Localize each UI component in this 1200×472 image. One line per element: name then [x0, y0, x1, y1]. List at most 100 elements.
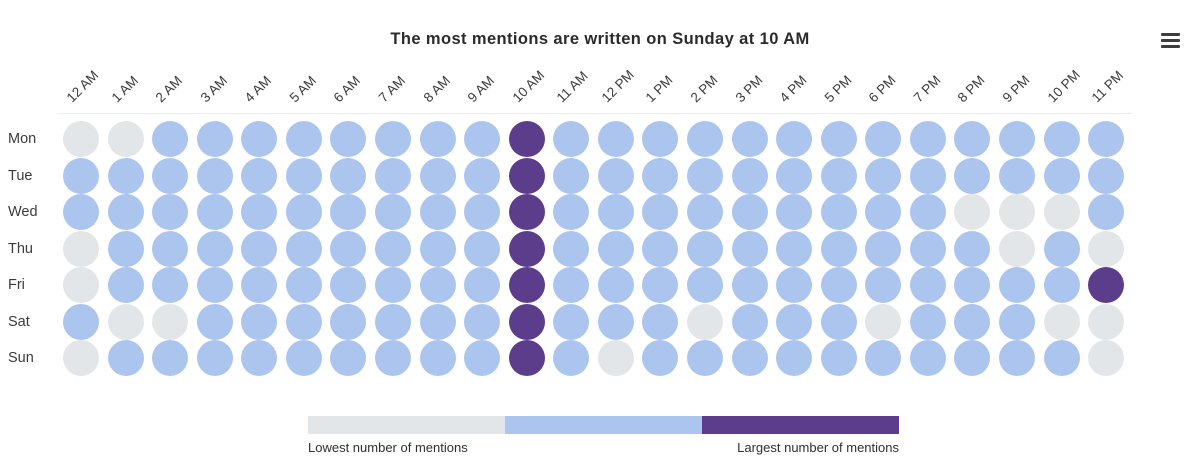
heatmap-cell-wed-3-am[interactable]	[196, 194, 233, 230]
heatmap-cell-wed-6-am[interactable]	[330, 194, 367, 230]
heatmap-cell-sat-6-am[interactable]	[330, 303, 367, 340]
heatmap-cell-thu-11-am[interactable]	[553, 230, 590, 267]
heatmap-cell-sun-6-pm[interactable]	[865, 340, 902, 376]
heatmap-cell-thu-7-pm[interactable]	[909, 230, 946, 267]
heatmap-cell-wed-7-am[interactable]	[374, 194, 411, 230]
heatmap-cell-thu-3-pm[interactable]	[731, 230, 768, 267]
heatmap-cell-sun-9-pm[interactable]	[998, 340, 1035, 376]
heatmap-cell-tue-9-am[interactable]	[464, 157, 501, 194]
heatmap-cell-fri-1-am[interactable]	[107, 267, 144, 303]
heatmap-cell-sat-12-pm[interactable]	[597, 303, 634, 340]
heatmap-cell-fri-8-pm[interactable]	[954, 267, 991, 303]
heatmap-cell-thu-1-am[interactable]	[107, 230, 144, 267]
heatmap-cell-tue-8-pm[interactable]	[954, 157, 991, 194]
heatmap-cell-fri-4-am[interactable]	[241, 267, 278, 303]
heatmap-cell-fri-7-pm[interactable]	[909, 267, 946, 303]
heatmap-cell-thu-4-pm[interactable]	[776, 230, 813, 267]
heatmap-cell-wed-7-pm[interactable]	[909, 194, 946, 230]
heatmap-cell-fri-10-am[interactable]	[508, 267, 545, 303]
heatmap-cell-tue-4-pm[interactable]	[776, 157, 813, 194]
heatmap-cell-tue-12-am[interactable]	[63, 157, 99, 194]
heatmap-cell-tue-1-am[interactable]	[107, 157, 144, 194]
heatmap-cell-tue-7-pm[interactable]	[909, 157, 946, 194]
heatmap-cell-wed-6-pm[interactable]	[865, 194, 902, 230]
heatmap-cell-tue-10-am[interactable]	[508, 157, 545, 194]
heatmap-cell-mon-3-pm[interactable]	[731, 121, 768, 157]
heatmap-cell-mon-8-am[interactable]	[419, 121, 456, 157]
heatmap-cell-tue-4-am[interactable]	[241, 157, 278, 194]
heatmap-cell-wed-11-am[interactable]	[553, 194, 590, 230]
heatmap-cell-thu-9-pm[interactable]	[998, 230, 1035, 267]
heatmap-cell-sat-2-pm[interactable]	[686, 303, 723, 340]
heatmap-cell-sat-1-am[interactable]	[107, 303, 144, 340]
heatmap-cell-sun-10-pm[interactable]	[1043, 340, 1080, 376]
heatmap-cell-tue-12-pm[interactable]	[597, 157, 634, 194]
heatmap-cell-sat-3-am[interactable]	[196, 303, 233, 340]
heatmap-cell-sat-4-pm[interactable]	[776, 303, 813, 340]
heatmap-cell-sat-2-am[interactable]	[152, 303, 189, 340]
heatmap-cell-sat-8-am[interactable]	[419, 303, 456, 340]
heatmap-cell-wed-12-am[interactable]	[63, 194, 99, 230]
heatmap-cell-wed-8-pm[interactable]	[954, 194, 991, 230]
heatmap-cell-fri-8-am[interactable]	[419, 267, 456, 303]
heatmap-cell-mon-11-am[interactable]	[553, 121, 590, 157]
heatmap-cell-tue-6-am[interactable]	[330, 157, 367, 194]
heatmap-cell-thu-4-am[interactable]	[241, 230, 278, 267]
heatmap-cell-sun-7-pm[interactable]	[909, 340, 946, 376]
heatmap-cell-fri-11-pm[interactable]	[1088, 267, 1125, 303]
heatmap-cell-tue-6-pm[interactable]	[865, 157, 902, 194]
heatmap-cell-mon-1-pm[interactable]	[642, 121, 679, 157]
heatmap-cell-wed-9-pm[interactable]	[998, 194, 1035, 230]
heatmap-cell-sun-9-am[interactable]	[464, 340, 501, 376]
heatmap-cell-wed-3-pm[interactable]	[731, 194, 768, 230]
heatmap-cell-fri-5-am[interactable]	[285, 267, 322, 303]
heatmap-cell-tue-11-pm[interactable]	[1088, 157, 1125, 194]
heatmap-cell-mon-9-am[interactable]	[464, 121, 501, 157]
heatmap-cell-sat-1-pm[interactable]	[642, 303, 679, 340]
heatmap-cell-mon-4-pm[interactable]	[776, 121, 813, 157]
heatmap-cell-wed-4-am[interactable]	[241, 194, 278, 230]
heatmap-cell-fri-3-am[interactable]	[196, 267, 233, 303]
heatmap-cell-sat-9-am[interactable]	[464, 303, 501, 340]
heatmap-cell-sun-12-am[interactable]	[63, 340, 99, 376]
heatmap-cell-wed-1-pm[interactable]	[642, 194, 679, 230]
heatmap-cell-sat-8-pm[interactable]	[954, 303, 991, 340]
heatmap-cell-tue-8-am[interactable]	[419, 157, 456, 194]
heatmap-cell-sun-6-am[interactable]	[330, 340, 367, 376]
heatmap-cell-fri-11-am[interactable]	[553, 267, 590, 303]
heatmap-cell-mon-5-am[interactable]	[285, 121, 322, 157]
heatmap-cell-mon-3-am[interactable]	[196, 121, 233, 157]
heatmap-cell-fri-2-pm[interactable]	[686, 267, 723, 303]
heatmap-cell-tue-2-am[interactable]	[152, 157, 189, 194]
heatmap-cell-fri-5-pm[interactable]	[820, 267, 857, 303]
heatmap-cell-thu-7-am[interactable]	[374, 230, 411, 267]
heatmap-cell-wed-5-am[interactable]	[285, 194, 322, 230]
heatmap-cell-sun-8-am[interactable]	[419, 340, 456, 376]
heatmap-cell-fri-12-am[interactable]	[63, 267, 99, 303]
heatmap-cell-wed-1-am[interactable]	[107, 194, 144, 230]
heatmap-cell-mon-8-pm[interactable]	[954, 121, 991, 157]
heatmap-cell-tue-9-pm[interactable]	[998, 157, 1035, 194]
heatmap-cell-sat-4-am[interactable]	[241, 303, 278, 340]
heatmap-cell-sun-8-pm[interactable]	[954, 340, 991, 376]
heatmap-cell-wed-12-pm[interactable]	[597, 194, 634, 230]
heatmap-cell-tue-1-pm[interactable]	[642, 157, 679, 194]
heatmap-cell-fri-4-pm[interactable]	[776, 267, 813, 303]
heatmap-cell-sun-12-pm[interactable]	[597, 340, 634, 376]
heatmap-cell-mon-4-am[interactable]	[241, 121, 278, 157]
heatmap-cell-wed-5-pm[interactable]	[820, 194, 857, 230]
heatmap-cell-fri-9-pm[interactable]	[998, 267, 1035, 303]
heatmap-cell-fri-10-pm[interactable]	[1043, 267, 1080, 303]
heatmap-cell-mon-2-am[interactable]	[152, 121, 189, 157]
heatmap-cell-sat-10-pm[interactable]	[1043, 303, 1080, 340]
heatmap-cell-sat-10-am[interactable]	[508, 303, 545, 340]
heatmap-cell-wed-10-pm[interactable]	[1043, 194, 1080, 230]
heatmap-cell-thu-8-pm[interactable]	[954, 230, 991, 267]
heatmap-cell-sun-4-pm[interactable]	[776, 340, 813, 376]
heatmap-cell-wed-2-am[interactable]	[152, 194, 189, 230]
heatmap-cell-sun-7-am[interactable]	[374, 340, 411, 376]
heatmap-cell-mon-6-pm[interactable]	[865, 121, 902, 157]
heatmap-cell-tue-3-pm[interactable]	[731, 157, 768, 194]
heatmap-cell-sun-5-pm[interactable]	[820, 340, 857, 376]
heatmap-cell-tue-5-am[interactable]	[285, 157, 322, 194]
